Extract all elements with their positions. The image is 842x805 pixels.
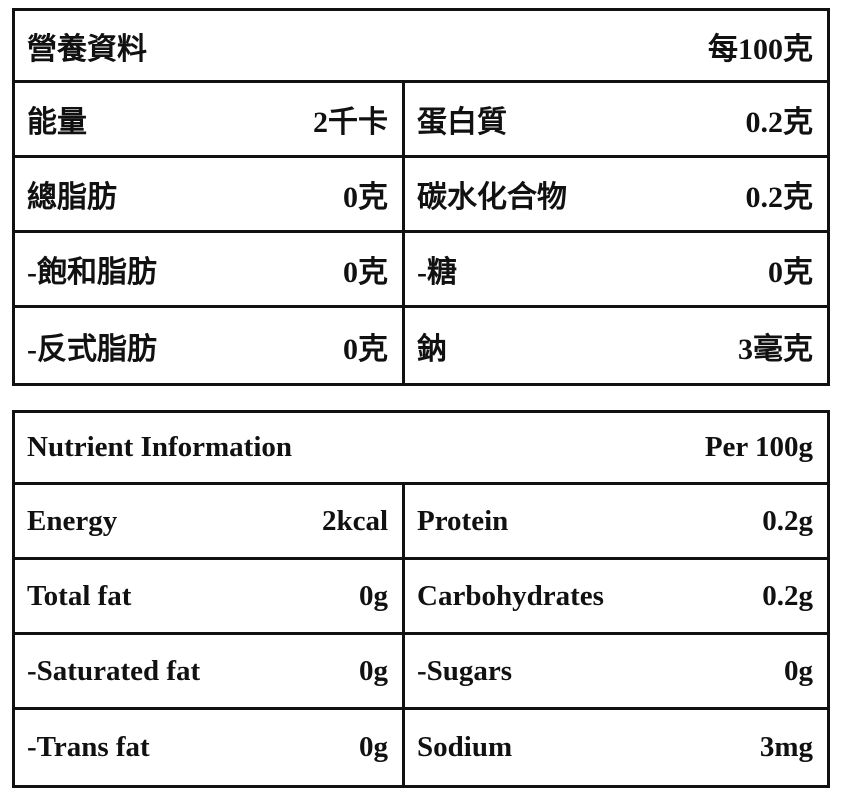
cell-pair: 碳水化合物 0.2克	[405, 158, 827, 230]
nutrient-name: -Trans fat	[27, 731, 150, 763]
cell-pair: Protein 0.2g	[405, 485, 827, 557]
table-row: -Trans fat 0g Sodium 3mg	[15, 710, 827, 785]
cell-pair: 能量 2千卡	[15, 83, 405, 155]
header-per: 每100克	[708, 32, 813, 66]
cell-pair: Sodium 3mg	[405, 710, 827, 785]
nutrient-value: 0g	[359, 731, 388, 763]
cell-pair: 鈉 3毫克	[405, 308, 827, 383]
table-row: -飽和脂肪 0克 -糖 0克	[15, 233, 827, 308]
cell-pair: -反式脂肪 0克	[15, 308, 405, 383]
nutrient-name: -反式脂肪	[27, 332, 157, 366]
table-row: 能量 2千卡 蛋白質 0.2克	[15, 83, 827, 158]
nutrient-name: -糖	[417, 256, 457, 289]
cell-pair: Total fat 0g	[15, 560, 405, 632]
nutrient-value: 3mg	[759, 731, 813, 763]
header-per: Per 100g	[704, 431, 813, 463]
table-row: 總脂肪 0克 碳水化合物 0.2克	[15, 158, 827, 233]
cell-pair: Carbohydrates 0.2g	[405, 560, 827, 632]
nutrient-name: 蛋白質	[417, 106, 507, 139]
header-title: 營養資料	[27, 32, 147, 66]
nutrient-value: 0.2g	[762, 504, 813, 537]
nutrient-value: 2千卡	[313, 106, 388, 139]
nutrient-value: 0.2g	[762, 579, 813, 612]
nutrient-value: 0克	[343, 181, 388, 214]
cell-pair: -Sugars 0g	[405, 635, 827, 707]
nutrient-name: 碳水化合物	[417, 181, 567, 214]
nutrient-name: 能量	[27, 106, 87, 139]
cell-pair: -糖 0克	[405, 233, 827, 305]
cell-pair: -Saturated fat 0g	[15, 635, 405, 707]
table-row: Energy 2kcal Protein 0.2g	[15, 485, 827, 560]
table-header: 營養資料 每100克	[15, 11, 827, 83]
nutrient-value: 0克	[343, 256, 388, 289]
nutrient-value: 3毫克	[738, 332, 813, 366]
table-row: Total fat 0g Carbohydrates 0.2g	[15, 560, 827, 635]
nutrient-value: 0g	[359, 579, 388, 612]
nutrition-table: Nutrient Information Per 100g Energy 2kcal P…	[12, 410, 830, 788]
nutrient-value: 0.2克	[745, 106, 814, 139]
nutrient-name: 鈉	[417, 332, 447, 366]
header-title: Nutrient Information	[27, 431, 293, 463]
nutrient-name: Sodium	[417, 731, 513, 763]
nutrient-value: 0克	[768, 256, 813, 289]
nutrient-value: 0g	[784, 654, 813, 687]
nutrient-name: Protein	[417, 504, 509, 537]
cell-pair: -Trans fat 0g	[15, 710, 405, 785]
nutrient-value: 2kcal	[321, 504, 388, 537]
nutrient-value: 0克	[343, 332, 388, 366]
nutrient-name: -Sugars	[417, 654, 513, 687]
table-row: -Saturated fat 0g -Sugars 0g	[15, 635, 827, 710]
cell-pair: 總脂肪 0克	[15, 158, 405, 230]
nutrition-table: 營養資料 每100克 能量 2千卡 蛋白質 0.2克 總脂肪 0克 碳水化合物 0.2克 -飽和脂肪…	[12, 8, 830, 386]
nutrient-name: Energy	[27, 504, 118, 537]
nutrient-name: Total fat	[27, 579, 132, 612]
nutrient-value: 0.2克	[745, 181, 814, 214]
nutrient-name: 總脂肪	[27, 181, 117, 214]
cell-pair: -飽和脂肪 0克	[15, 233, 405, 305]
cell-pair: 蛋白質 0.2克	[405, 83, 827, 155]
nutrient-name: -Saturated fat	[27, 654, 201, 687]
table-header: Nutrient Information Per 100g	[15, 413, 827, 485]
nutrient-value: 0g	[359, 654, 388, 687]
cell-pair: Energy 2kcal	[15, 485, 405, 557]
nutrient-name: -飽和脂肪	[27, 256, 157, 289]
table-row: -反式脂肪 0克鈉 3毫克	[15, 308, 827, 383]
nutrient-name: Carbohydrates	[417, 579, 604, 612]
